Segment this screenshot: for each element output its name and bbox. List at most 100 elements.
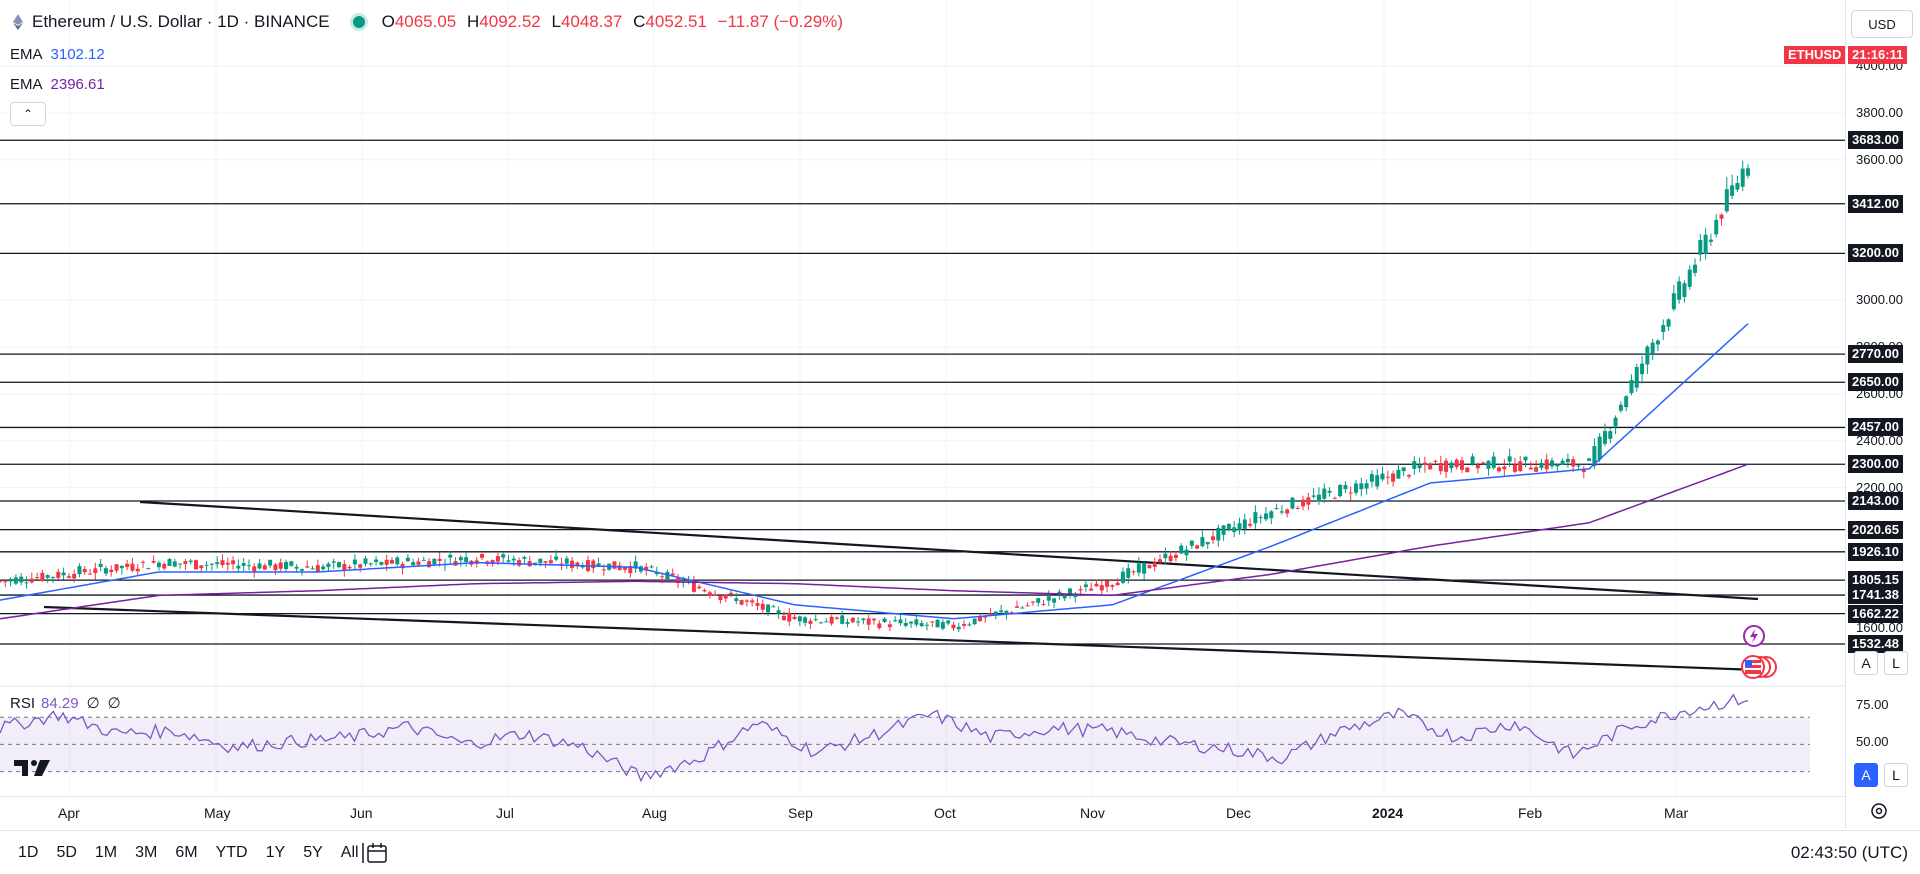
- candle-up: [914, 619, 919, 625]
- candle-down: [755, 603, 760, 606]
- candle-up: [819, 622, 824, 624]
- candle-up: [999, 610, 1004, 613]
- range-button[interactable]: All: [340, 843, 359, 861]
- candle-down: [315, 565, 320, 573]
- candle-down: [1581, 469, 1586, 473]
- candle-down: [787, 612, 792, 622]
- candle-down: [676, 577, 681, 583]
- currency-button[interactable]: USD: [1851, 10, 1913, 38]
- candle-up: [1375, 475, 1380, 487]
- level-tag[interactable]: 2457.00: [1848, 418, 1903, 437]
- candle-down: [0, 580, 2, 582]
- candle-up: [8, 578, 13, 582]
- level-tag[interactable]: 3683.00: [1848, 131, 1903, 150]
- level-tag[interactable]: 1532.48: [1848, 635, 1903, 653]
- gear-icon[interactable]: [1868, 800, 1890, 822]
- time-label: May: [204, 805, 231, 821]
- ema-slow-line: [0, 463, 1749, 620]
- time-axis[interactable]: Apr May Jun Jul Aug Sep Oct Nov Dec 2024 Feb Mar: [0, 796, 1845, 828]
- level-tag[interactable]: 2650.00: [1848, 373, 1903, 392]
- symbol-title[interactable]: Ethereum / U.S. Dollar · 1D · BINANCE: [32, 12, 330, 31]
- range-button[interactable]: 6M: [175, 843, 198, 861]
- level-tag[interactable]: 2770.00: [1848, 345, 1903, 364]
- candle-up: [268, 559, 273, 566]
- candle-up: [1189, 540, 1194, 546]
- candle-down: [225, 562, 230, 565]
- candle-up: [1714, 219, 1719, 235]
- candle-up: [119, 565, 124, 569]
- candle-up: [771, 606, 776, 608]
- candle-up: [1417, 464, 1422, 469]
- chart-canvas[interactable]: [0, 0, 1845, 796]
- candle-up: [1205, 542, 1210, 545]
- time-label: Feb: [1518, 805, 1543, 821]
- tradingview-logo-icon[interactable]: [14, 758, 54, 778]
- rsi-auto-scale-button[interactable]: A: [1854, 763, 1878, 787]
- level-tag[interactable]: 1805.15: [1848, 571, 1903, 590]
- candle-up: [411, 562, 416, 566]
- candle-up: [1136, 563, 1141, 573]
- candle-down: [977, 616, 982, 622]
- calendar-icon[interactable]: [362, 841, 388, 865]
- range-button[interactable]: 5Y: [303, 843, 323, 861]
- ema-slow-legend[interactable]: EMA 2396.61: [10, 76, 105, 93]
- range-button[interactable]: YTD: [215, 843, 248, 861]
- market-status-icon[interactable]: [349, 13, 368, 31]
- level-tag[interactable]: 2300.00: [1848, 455, 1903, 474]
- level-tag[interactable]: 3200.00: [1848, 244, 1903, 263]
- level-tag[interactable]: 2143.00: [1848, 491, 1903, 510]
- collapse-legend-button[interactable]: ⌃: [10, 102, 46, 126]
- level-tag[interactable]: 1741.38: [1848, 586, 1903, 605]
- candle-down: [1422, 462, 1427, 465]
- level-tag[interactable]: 1926.10: [1848, 542, 1903, 561]
- candle-up: [363, 558, 368, 564]
- lightning-icon[interactable]: [1742, 624, 1766, 648]
- candle-up: [1565, 458, 1570, 463]
- range-button[interactable]: 1D: [18, 843, 39, 861]
- level-tag[interactable]: 2020.65: [1848, 520, 1903, 539]
- rsi-log-scale-button[interactable]: L: [1884, 763, 1908, 787]
- candle-up: [1655, 340, 1660, 345]
- candle-up: [1687, 269, 1692, 287]
- candle-down: [829, 616, 834, 624]
- candle-down: [834, 617, 839, 619]
- range-button[interactable]: 3M: [135, 843, 158, 861]
- candle-up: [840, 615, 845, 624]
- candle-down: [88, 573, 93, 575]
- candle-down: [1089, 588, 1094, 591]
- candle-up: [379, 562, 384, 565]
- upper-trendline: [139, 500, 1759, 601]
- candle-up: [803, 617, 808, 623]
- candle-up: [1708, 239, 1713, 242]
- rsi-legend[interactable]: RSI 84.29 ∅ ∅: [10, 695, 121, 712]
- time-label: Jun: [350, 805, 373, 821]
- price-axis[interactable]: [1845, 0, 1920, 828]
- log-scale-button[interactable]: L: [1884, 651, 1908, 675]
- candle-down: [718, 595, 723, 601]
- candle-up: [1120, 571, 1125, 583]
- candle-up: [1004, 610, 1009, 615]
- auto-scale-button[interactable]: A: [1854, 651, 1878, 675]
- level-tag[interactable]: 3412.00: [1848, 194, 1903, 213]
- range-button[interactable]: 1M: [94, 843, 118, 861]
- candle-up: [580, 565, 585, 568]
- candle-up: [1740, 168, 1745, 187]
- candle-up: [77, 566, 82, 575]
- range-button[interactable]: 5D: [56, 843, 77, 861]
- range-button[interactable]: 1Y: [265, 843, 286, 861]
- candle-up: [98, 563, 103, 567]
- candle-down: [628, 566, 633, 574]
- ema-fast-legend[interactable]: EMA 3102.12: [10, 46, 105, 63]
- candle-down: [1454, 459, 1459, 468]
- candle-up: [405, 557, 410, 562]
- us-flag-icon[interactable]: [1740, 654, 1780, 680]
- candle-down: [1475, 465, 1480, 469]
- level-tag[interactable]: 1662.22: [1848, 604, 1903, 623]
- candle-up: [1507, 456, 1512, 462]
- candle-down: [962, 624, 967, 626]
- candle-up: [204, 564, 209, 566]
- candle-up: [511, 558, 516, 561]
- candle-up: [1634, 367, 1639, 388]
- utc-clock[interactable]: 02:43:50 (UTC): [1790, 843, 1908, 862]
- candle-up: [448, 554, 453, 558]
